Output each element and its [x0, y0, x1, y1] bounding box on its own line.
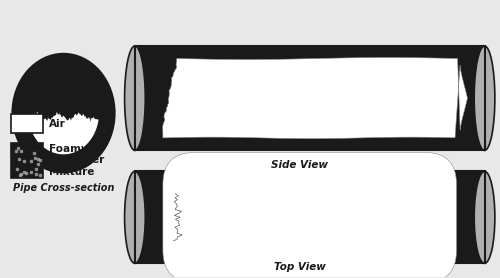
- FancyBboxPatch shape: [11, 143, 43, 178]
- Ellipse shape: [474, 46, 495, 150]
- Ellipse shape: [124, 46, 146, 150]
- Polygon shape: [162, 58, 468, 139]
- Text: Pipe Cross-section: Pipe Cross-section: [13, 183, 114, 193]
- Text: Foamy
Oil/Water
Mixture: Foamy Oil/Water Mixture: [49, 144, 104, 177]
- Text: Top View: Top View: [274, 262, 326, 272]
- Polygon shape: [135, 171, 484, 263]
- Ellipse shape: [124, 171, 146, 263]
- FancyBboxPatch shape: [163, 152, 456, 278]
- Text: Air: Air: [49, 119, 66, 129]
- Ellipse shape: [474, 171, 495, 263]
- Ellipse shape: [28, 72, 99, 154]
- Text: Side View: Side View: [272, 160, 328, 170]
- FancyBboxPatch shape: [11, 114, 43, 133]
- Polygon shape: [135, 46, 484, 150]
- Ellipse shape: [14, 56, 113, 170]
- Polygon shape: [28, 112, 98, 154]
